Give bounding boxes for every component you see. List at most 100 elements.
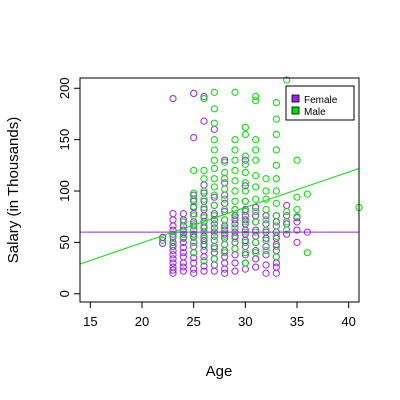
- point-female-97: [221, 156, 229, 164]
- point-male-114: [272, 130, 280, 139]
- point-male-26: [200, 166, 208, 175]
- point-male-105: [272, 242, 280, 251]
- legend: Female Male: [285, 85, 355, 121]
- point-female-118: [241, 216, 249, 224]
- point-male-15: [190, 166, 198, 175]
- point-female-82: [221, 269, 229, 277]
- point-male-120: [283, 76, 291, 84]
- point-male-112: [272, 161, 280, 169]
- point-female-50: [200, 262, 208, 270]
- point-female-23: [179, 243, 187, 252]
- point-female-1: [159, 233, 167, 241]
- point-male-22: [200, 203, 208, 212]
- x-tick-label-40: 40: [341, 314, 355, 329]
- point-female-103: [231, 232, 239, 240]
- point-female-73: [210, 232, 218, 240]
- point-male-12: [190, 202, 198, 211]
- point-male-77: [241, 179, 249, 187]
- point-male-118: [283, 218, 291, 226]
- point-male-99: [262, 216, 270, 224]
- point-female-26: [179, 230, 187, 238]
- legend-swatch-female: [291, 94, 300, 103]
- point-male-1: [169, 240, 177, 249]
- point-male-52: [221, 185, 229, 193]
- point-male-66: [231, 146, 239, 154]
- point-male-91: [252, 156, 260, 164]
- point-female-80: [210, 193, 218, 201]
- point-male-46: [221, 240, 229, 249]
- point-female-33: [190, 259, 198, 267]
- point-male-28: [210, 255, 218, 263]
- point-female-129: [252, 226, 260, 234]
- point-male-41: [210, 136, 218, 144]
- point-male-6: [190, 249, 198, 257]
- point-female-47: [190, 134, 198, 142]
- point-female-30: [179, 210, 187, 218]
- point-male-115: [272, 115, 280, 123]
- legend-swatch-male: [291, 106, 300, 115]
- point-male-95: [252, 92, 260, 101]
- point-male-29: [210, 244, 218, 253]
- point-male-55: [221, 158, 229, 166]
- point-male-82: [241, 123, 249, 131]
- point-female-24: [179, 238, 187, 246]
- point-female-142: [272, 263, 280, 271]
- point-male-109: [272, 199, 280, 207]
- point-male-113: [272, 146, 280, 154]
- point-female-156: [293, 238, 301, 246]
- point-male-54: [221, 168, 229, 177]
- point-female-12: [169, 230, 177, 238]
- x-tick-label-20: 20: [135, 314, 149, 329]
- point-male-86: [252, 218, 260, 226]
- point-female-22: [179, 249, 187, 257]
- point-male-37: [210, 175, 218, 183]
- legend-label-female: Female: [304, 95, 338, 106]
- point-female-31: [190, 269, 198, 277]
- point-male-107: [272, 222, 280, 230]
- point-male-3: [179, 233, 187, 241]
- x-axis: 15 20 25 30 35 40: [83, 302, 356, 329]
- point-male-83: [252, 249, 260, 257]
- point-male-23: [200, 195, 208, 203]
- point-female-115: [241, 230, 249, 238]
- point-male-40: [210, 146, 218, 154]
- point-female-157: [293, 226, 301, 234]
- x-tick-label-25: 25: [186, 314, 200, 329]
- point-male-117: [283, 226, 291, 234]
- point-male-2: [169, 232, 177, 240]
- point-male-125: [303, 249, 311, 257]
- point-male-111: [272, 175, 280, 183]
- point-male-47: [221, 232, 229, 240]
- point-female-16: [169, 210, 177, 218]
- point-male-21: [200, 214, 208, 222]
- point-male-73: [241, 218, 249, 226]
- point-female-133: [262, 269, 270, 277]
- point-male-88: [252, 195, 260, 203]
- point-male-106: [272, 232, 280, 240]
- point-male-102: [262, 187, 270, 195]
- point-male-81: [241, 130, 249, 139]
- point-male-87: [252, 207, 260, 216]
- point-male-74: [241, 207, 249, 216]
- point-male-48: [221, 224, 229, 232]
- point-male-71: [241, 238, 249, 246]
- x-tick-label-30: 30: [238, 314, 252, 329]
- point-female-132: [252, 203, 260, 212]
- point-male-126: [303, 190, 311, 198]
- point-male-64: [231, 166, 239, 175]
- point-male-67: [231, 136, 239, 144]
- point-male-50: [221, 205, 229, 214]
- point-male-104: [272, 253, 280, 261]
- point-female-19: [179, 263, 187, 271]
- point-male-89: [252, 183, 260, 191]
- point-female-78: [210, 210, 218, 218]
- point-male-27: [200, 94, 208, 103]
- point-female-152: [283, 230, 291, 238]
- point-male-92: [252, 146, 260, 154]
- point-male-123: [293, 193, 301, 201]
- point-male-121: [293, 213, 301, 221]
- y-axis: 0 50 100 150 200: [57, 77, 80, 297]
- point-male-42: [210, 119, 218, 127]
- point-male-80: [241, 152, 249, 160]
